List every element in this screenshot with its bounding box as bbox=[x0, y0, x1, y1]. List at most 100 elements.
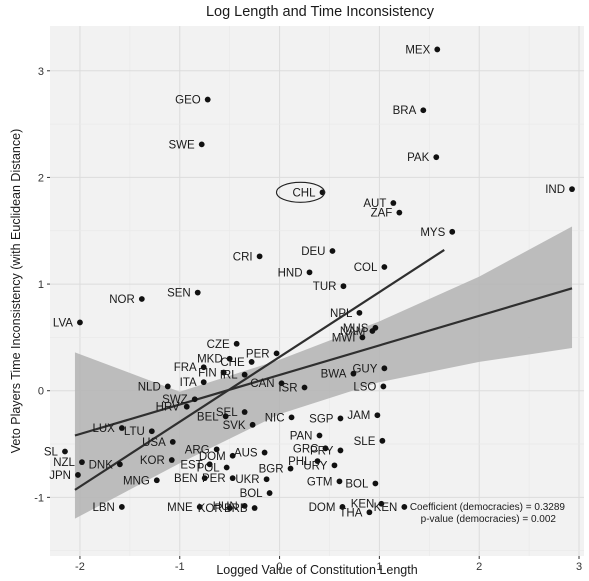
point-geo bbox=[204, 96, 211, 103]
point-label-aus: AUS bbox=[234, 448, 258, 460]
point-arg bbox=[213, 446, 220, 453]
point-label-aut: AUT bbox=[363, 198, 386, 210]
point-label-tur: TUR bbox=[313, 281, 337, 293]
point-label-ind: IND bbox=[545, 184, 565, 196]
point-label-per: PER bbox=[246, 348, 270, 360]
fit-lines bbox=[74, 249, 573, 491]
point-label-mne: MNE bbox=[167, 502, 193, 514]
point-label-nzl: NZL bbox=[53, 457, 75, 469]
point-label-ukr: UKR bbox=[235, 474, 259, 486]
point-label-lso: LSO bbox=[353, 381, 376, 393]
point-label-sl: SL bbox=[44, 446, 59, 458]
point-label-mys: MYS bbox=[420, 227, 445, 239]
point-label-hrv: HRV bbox=[156, 402, 180, 414]
point-label-mex: MEX bbox=[405, 44, 430, 56]
point-label-sel: SEL bbox=[216, 407, 238, 419]
point-mwi bbox=[359, 334, 366, 341]
point-label-bwa: BWA bbox=[321, 369, 347, 381]
point-pan bbox=[316, 432, 323, 439]
y-tick-label: 2 bbox=[38, 172, 44, 184]
point-swz bbox=[191, 396, 198, 403]
point-grc bbox=[322, 445, 329, 452]
point-hun bbox=[241, 502, 248, 509]
point-fin bbox=[220, 369, 227, 376]
point-lva bbox=[77, 319, 83, 326]
y-axis-label: Veto Players Time Inconsistency (with Eu… bbox=[9, 129, 23, 453]
point-label-svk: SVK bbox=[223, 420, 246, 432]
point-label-dom: DOM bbox=[199, 451, 226, 463]
point-ben bbox=[201, 475, 208, 482]
point-ind bbox=[569, 186, 575, 193]
fit-line-1 bbox=[74, 249, 445, 491]
point-zaf bbox=[396, 209, 403, 216]
point-label-lux: LUX bbox=[92, 423, 115, 435]
point-label-fin: FIN bbox=[198, 368, 217, 380]
y-tick-label: 1 bbox=[38, 279, 44, 291]
point-label-ita: ITA bbox=[180, 377, 197, 389]
point-label-ury: URY bbox=[303, 460, 327, 472]
point-label-brb: BRB bbox=[224, 503, 248, 515]
point-label-sgp: SGP bbox=[309, 413, 334, 425]
point-pol bbox=[223, 464, 230, 471]
point-label-phl: PHL bbox=[288, 456, 311, 468]
y-tick-label: 3 bbox=[38, 66, 44, 78]
point-cze bbox=[233, 340, 240, 347]
point-nzl bbox=[79, 459, 85, 466]
point-ltu bbox=[148, 428, 155, 435]
p-value-annotation: p-value (democracies) = 0.002 bbox=[421, 514, 557, 525]
point-ken bbox=[378, 500, 385, 507]
point-sle bbox=[379, 437, 386, 444]
point-nor bbox=[138, 296, 145, 302]
point-dom bbox=[229, 452, 236, 459]
point-label-geo: GEO bbox=[175, 95, 201, 107]
point-mkd bbox=[226, 355, 233, 362]
point-ken bbox=[401, 504, 408, 510]
point-gtm bbox=[336, 478, 343, 485]
confidence-band-area bbox=[74, 226, 573, 519]
coefficient-annotation: Coefficient (democracies) = 0.3289 bbox=[410, 502, 566, 513]
point-label-kor: KOR bbox=[140, 455, 165, 467]
point-mne bbox=[196, 504, 203, 510]
point-dom bbox=[339, 504, 346, 510]
point-label-isr: ISR bbox=[278, 383, 297, 395]
x-tick-label: 0 bbox=[277, 561, 283, 573]
point-label-sen: SEN bbox=[167, 288, 191, 300]
point-brb bbox=[251, 505, 258, 511]
point-label-dnk: DNK bbox=[89, 459, 114, 471]
point-label-mng: MNG bbox=[123, 475, 150, 487]
point-per bbox=[273, 350, 280, 357]
point-jam bbox=[374, 412, 381, 419]
point-cri bbox=[256, 253, 263, 260]
point-npl bbox=[356, 309, 363, 316]
point-kor bbox=[168, 457, 175, 463]
point-usa bbox=[169, 438, 176, 445]
point-aus bbox=[261, 449, 268, 456]
point-phl bbox=[314, 458, 321, 464]
chart-title: Log Length and Time Inconsistency bbox=[206, 4, 435, 20]
point-label-bra: BRA bbox=[393, 105, 417, 117]
point-label-gtm: GTM bbox=[307, 476, 333, 488]
point-nld bbox=[164, 383, 171, 390]
point-label-kor: KOR bbox=[198, 503, 223, 515]
point-label-bol: BOL bbox=[345, 478, 369, 490]
point-aut bbox=[390, 200, 397, 206]
point-lbn bbox=[118, 504, 125, 510]
point-label-col: COL bbox=[354, 262, 378, 274]
point-ukr bbox=[263, 476, 270, 483]
x-tick-label: 1 bbox=[376, 561, 382, 573]
point-label-mus: MUS bbox=[343, 323, 369, 335]
point-tur bbox=[340, 283, 347, 290]
y-axis-ticks: -1 0 1 2 3 bbox=[34, 66, 50, 504]
point-label-cze: CZE bbox=[207, 339, 230, 351]
point-label-nor: NOR bbox=[109, 294, 135, 306]
confidence-band bbox=[74, 226, 573, 519]
point-label-hnd: HND bbox=[278, 267, 303, 279]
fit-line-2 bbox=[74, 287, 573, 437]
point-label-ken: KEN bbox=[351, 499, 375, 511]
point-label-nam: NAM bbox=[340, 326, 366, 338]
point-label-cri: CRI bbox=[233, 251, 253, 263]
point-bra bbox=[420, 107, 427, 114]
point-can bbox=[278, 380, 285, 387]
point-label-tha: THA bbox=[339, 507, 362, 519]
point-ury bbox=[331, 462, 338, 469]
